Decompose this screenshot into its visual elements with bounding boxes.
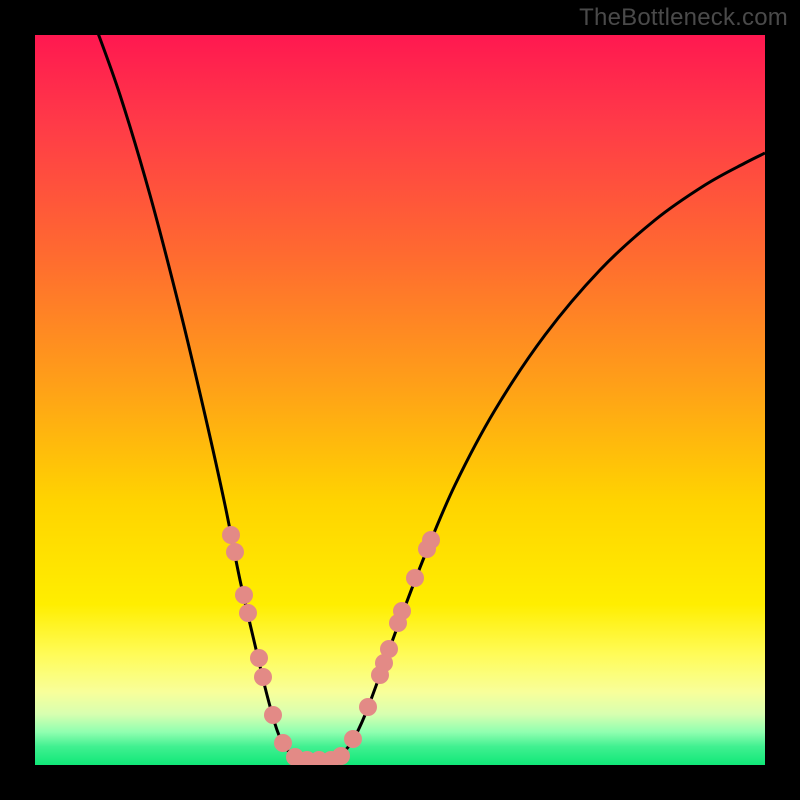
right-marker bbox=[380, 640, 398, 658]
watermark-text: TheBottleneck.com bbox=[579, 4, 788, 32]
curve-left-branch bbox=[95, 35, 301, 759]
left-marker bbox=[235, 586, 253, 604]
right-marker bbox=[344, 730, 362, 748]
left-marker bbox=[264, 706, 282, 724]
right-marker bbox=[406, 569, 424, 587]
left-marker bbox=[274, 734, 292, 752]
chart-frame: TheBottleneck.com bbox=[0, 0, 800, 800]
bottleneck-curve bbox=[35, 35, 765, 765]
right-marker bbox=[422, 531, 440, 549]
left-marker bbox=[222, 526, 240, 544]
left-marker bbox=[239, 604, 257, 622]
left-marker bbox=[226, 543, 244, 561]
right-marker bbox=[359, 698, 377, 716]
curve-right-branch bbox=[335, 153, 765, 759]
bottom-marker bbox=[332, 747, 350, 765]
right-marker bbox=[393, 602, 411, 620]
plot-area bbox=[35, 35, 765, 765]
left-marker bbox=[250, 649, 268, 667]
left-marker bbox=[254, 668, 272, 686]
